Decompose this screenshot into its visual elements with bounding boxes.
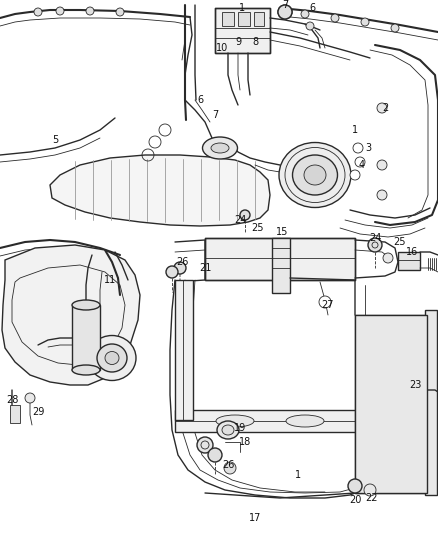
Circle shape — [377, 190, 387, 200]
Text: 15: 15 — [276, 227, 288, 237]
Text: 1: 1 — [352, 125, 358, 135]
Text: 16: 16 — [406, 247, 418, 257]
Circle shape — [56, 7, 64, 15]
Bar — [398, 252, 420, 270]
Bar — [175, 280, 193, 420]
Circle shape — [197, 437, 213, 453]
Circle shape — [319, 296, 331, 308]
Circle shape — [353, 143, 363, 153]
Ellipse shape — [217, 421, 239, 439]
Circle shape — [208, 448, 222, 462]
Bar — [205, 238, 355, 280]
Text: 18: 18 — [239, 437, 251, 447]
Circle shape — [116, 8, 124, 16]
Ellipse shape — [88, 335, 136, 381]
Circle shape — [350, 170, 360, 180]
Circle shape — [25, 393, 35, 403]
Text: 1: 1 — [239, 3, 245, 13]
Text: 17: 17 — [249, 513, 261, 523]
Circle shape — [391, 24, 399, 32]
Text: 28: 28 — [6, 395, 18, 405]
Bar — [10, 405, 20, 423]
Text: 22: 22 — [366, 493, 378, 503]
Circle shape — [301, 10, 309, 18]
Text: 1: 1 — [295, 470, 301, 480]
Circle shape — [377, 160, 387, 170]
Bar — [272, 238, 290, 293]
Text: 26: 26 — [176, 257, 188, 267]
Text: 3: 3 — [365, 143, 371, 153]
Ellipse shape — [293, 155, 338, 195]
Text: 29: 29 — [32, 407, 44, 417]
Text: 5: 5 — [52, 135, 58, 145]
Circle shape — [166, 266, 178, 278]
Ellipse shape — [202, 137, 237, 159]
Text: 9: 9 — [235, 37, 241, 47]
Ellipse shape — [279, 142, 351, 207]
Bar — [175, 410, 393, 432]
Text: 25: 25 — [252, 223, 264, 233]
Text: 24: 24 — [369, 233, 381, 243]
Circle shape — [383, 253, 393, 263]
Text: 19: 19 — [234, 423, 246, 433]
Bar — [72, 305, 100, 370]
Text: 20: 20 — [349, 495, 361, 505]
Text: 25: 25 — [394, 237, 406, 247]
Text: 4: 4 — [359, 160, 365, 170]
Circle shape — [331, 14, 339, 22]
Text: 7: 7 — [282, 0, 288, 10]
Ellipse shape — [211, 143, 229, 153]
Text: 21: 21 — [199, 263, 211, 273]
Circle shape — [306, 22, 314, 30]
Ellipse shape — [216, 415, 254, 427]
Circle shape — [364, 484, 376, 496]
Text: 10: 10 — [216, 43, 228, 53]
Circle shape — [240, 210, 250, 220]
Bar — [238, 12, 250, 26]
Text: 8: 8 — [252, 37, 258, 47]
Bar — [355, 315, 427, 493]
Circle shape — [348, 479, 362, 493]
Ellipse shape — [222, 425, 234, 435]
Text: 2: 2 — [382, 103, 388, 113]
Ellipse shape — [72, 300, 100, 310]
Bar — [254, 12, 264, 26]
Text: 6: 6 — [309, 3, 315, 13]
Circle shape — [278, 5, 292, 19]
Circle shape — [368, 238, 382, 252]
Circle shape — [34, 8, 42, 16]
Polygon shape — [50, 155, 270, 226]
Text: 6: 6 — [197, 95, 203, 105]
Ellipse shape — [105, 351, 119, 365]
Circle shape — [361, 18, 369, 26]
Text: 7: 7 — [212, 110, 218, 120]
Circle shape — [174, 262, 186, 274]
Text: 26: 26 — [222, 460, 234, 470]
Bar — [425, 310, 437, 495]
Circle shape — [278, 5, 292, 19]
Circle shape — [224, 462, 236, 474]
Text: 24: 24 — [234, 215, 246, 225]
Ellipse shape — [286, 415, 324, 427]
Ellipse shape — [72, 365, 100, 375]
Bar — [215, 8, 270, 53]
Circle shape — [355, 157, 365, 167]
Circle shape — [86, 7, 94, 15]
Text: 11: 11 — [104, 275, 116, 285]
Text: 23: 23 — [409, 380, 421, 390]
Polygon shape — [2, 245, 140, 385]
Text: 27: 27 — [322, 300, 334, 310]
Bar — [222, 12, 234, 26]
Ellipse shape — [97, 344, 127, 372]
Circle shape — [377, 103, 387, 113]
Ellipse shape — [304, 165, 326, 185]
